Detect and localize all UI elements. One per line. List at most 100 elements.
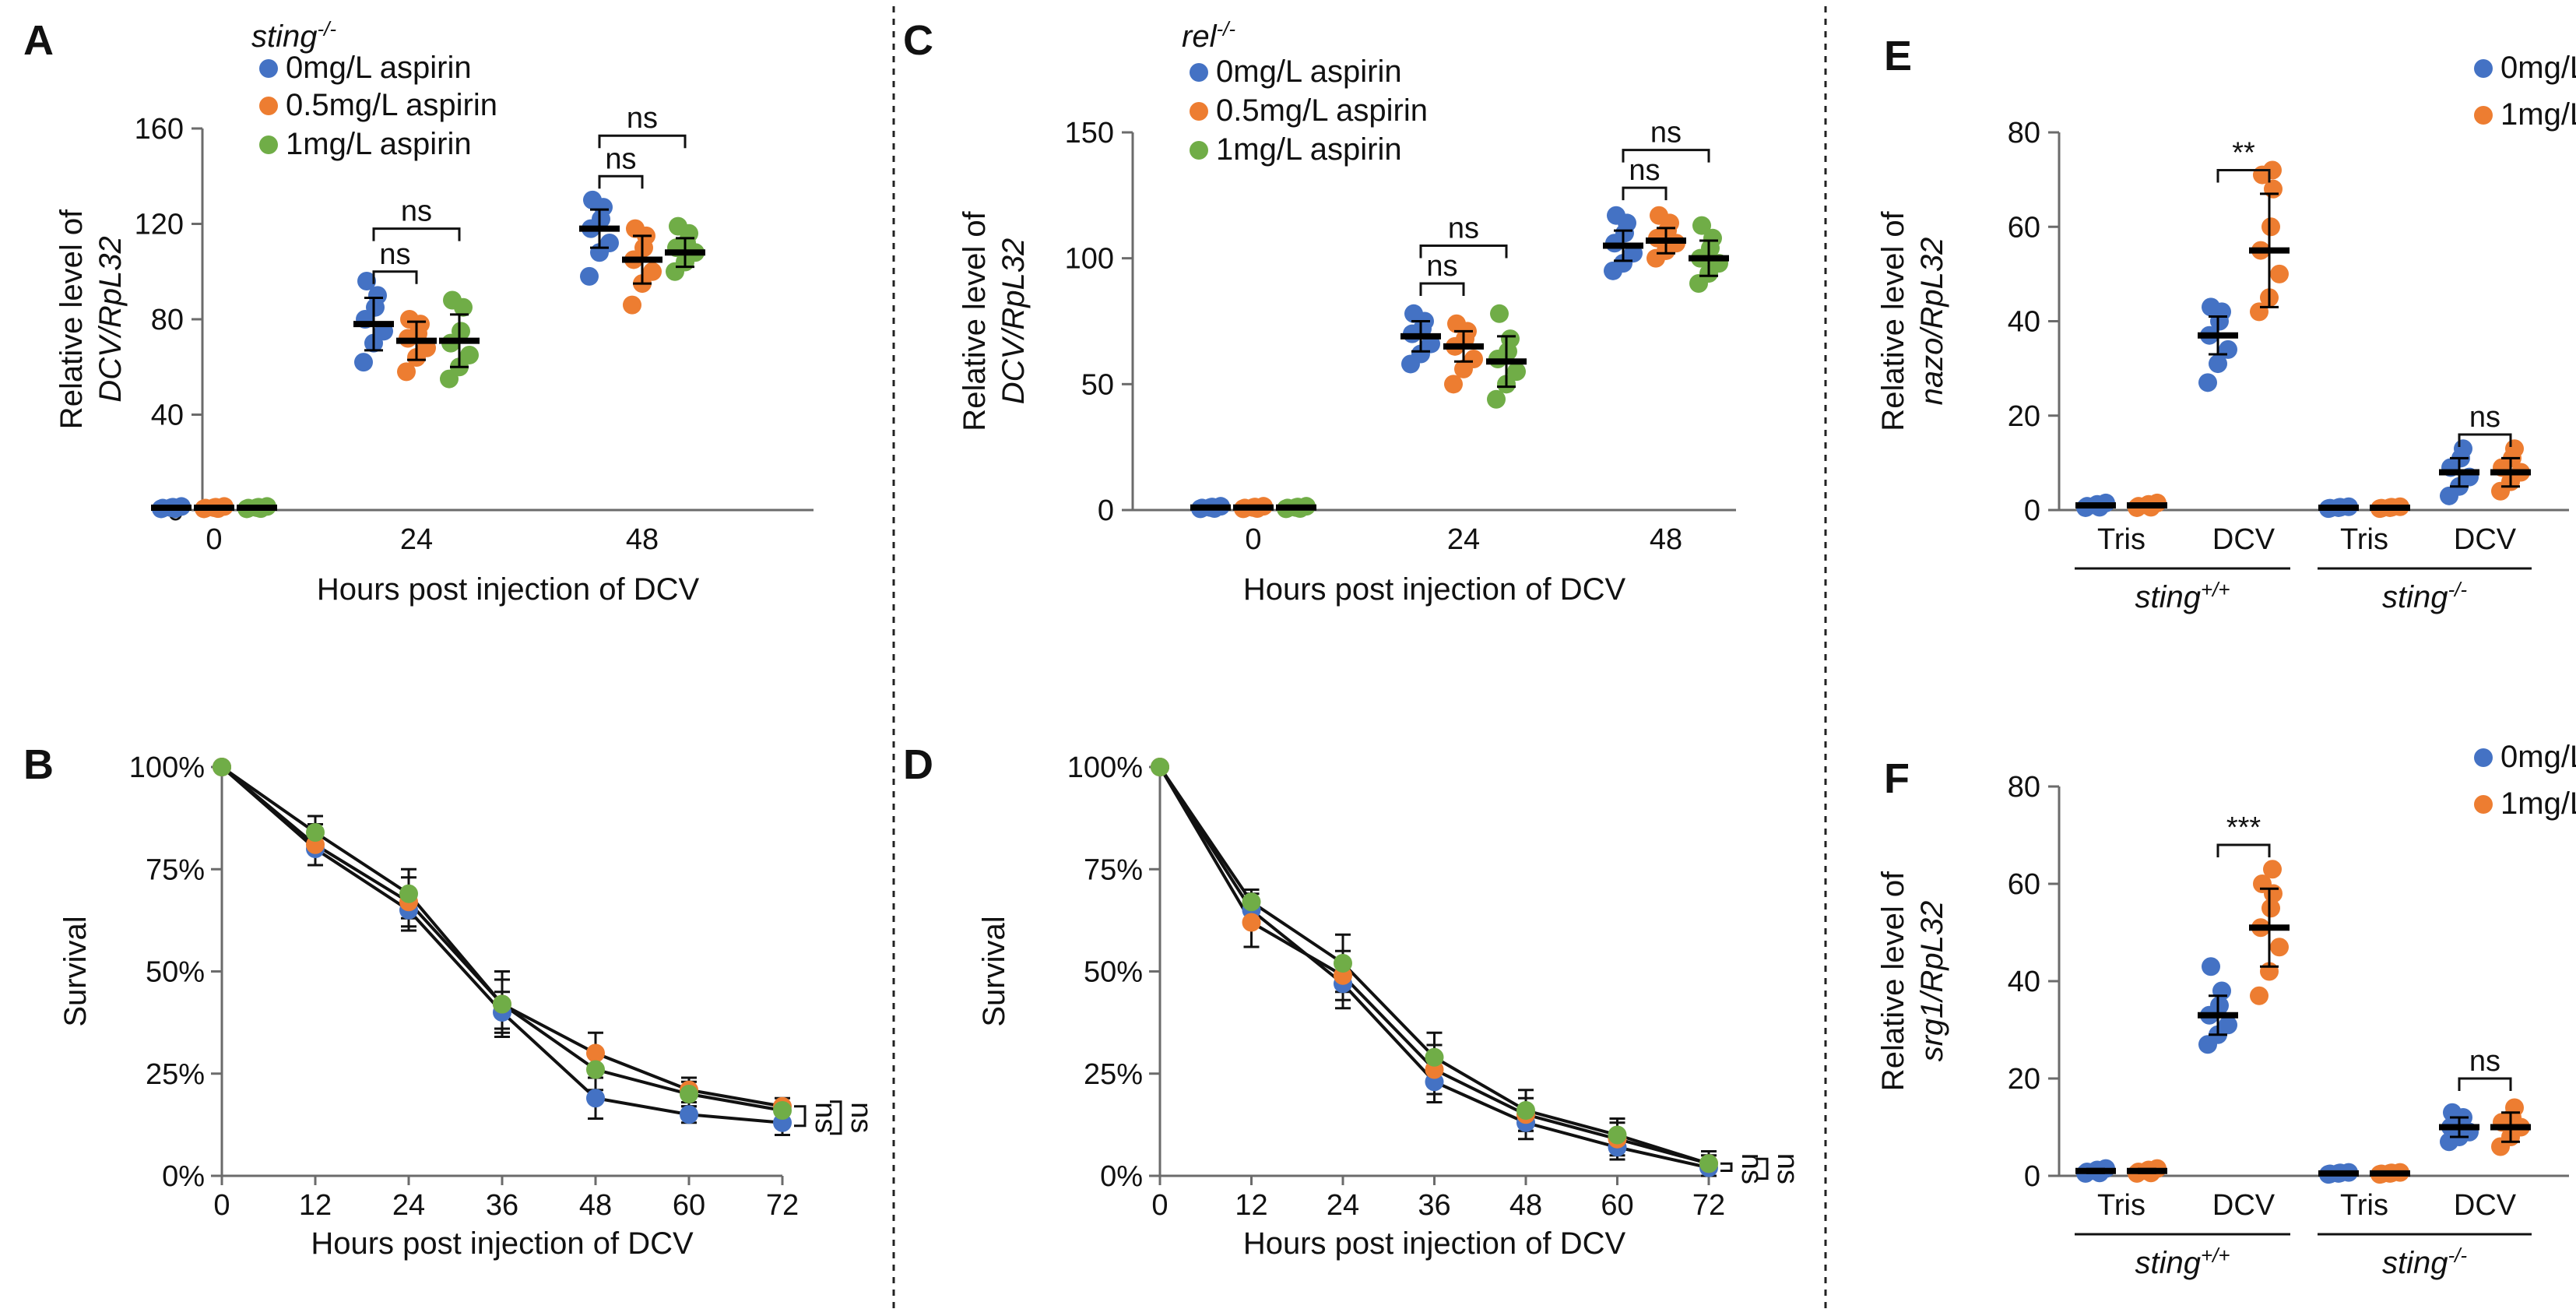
data-point-A-s1-c2-0 (623, 295, 641, 315)
x-tick-label-D-5: 60 (1601, 1189, 1633, 1222)
y-tick-label-F-0: 0 (2024, 1160, 2040, 1193)
end-bracket-inner-D (1720, 1162, 1733, 1172)
significance-bracket-E-0 (2216, 169, 2271, 183)
data-point-D-s2-4 (1516, 1101, 1535, 1120)
legend-marker-F-1 (2474, 795, 2493, 814)
y-tick-label-D-3: 75% (1084, 853, 1143, 886)
group-label-F-1: sting-/- (2382, 1244, 2467, 1280)
y-tick-label-B-4: 100% (129, 751, 205, 784)
data-point-D-s2-2 (1334, 954, 1352, 973)
data-point-A-s2-c1-6 (443, 290, 462, 310)
data-point-F-s0-c1-5 (2212, 981, 2231, 1001)
x-tick-label-B-1: 12 (299, 1189, 332, 1222)
survival-line-B-1 (220, 765, 783, 1108)
y-axis-label2-C: DCV/RpL32 (996, 238, 1031, 404)
x-tick-label-E-1: DCV (2212, 523, 2276, 556)
legend-label-F-1: 1mg/L aspirin (2500, 786, 2576, 821)
data-point-A-s2-c1-2 (460, 345, 479, 364)
legend-label-A-2: 1mg/L aspirin (286, 127, 472, 161)
data-point-A-s0-c1-6 (357, 272, 376, 290)
x-tick-label-A-1: 24 (400, 523, 433, 556)
x-tick-label-D-3: 36 (1418, 1189, 1450, 1222)
group-label-F-1-name: sting (2382, 1246, 2448, 1280)
data-point-A-s2-c1-4 (452, 322, 470, 341)
data-point-E-s0-c1-2 (2219, 340, 2237, 359)
panel-letter-F: F (1884, 755, 1910, 802)
x-tick-label-B-4: 48 (579, 1189, 612, 1222)
significance-label-C-1: ns (1448, 213, 1479, 245)
data-point-C-s2-c1-0 (1487, 389, 1506, 409)
data-point-D-s2-1 (1242, 892, 1261, 912)
significance-label-E-1: ns (2469, 401, 2500, 434)
data-point-C-s1-c2-6 (1650, 206, 1668, 225)
y-axis-label2-E: nazo/RpL32 (1915, 238, 1949, 406)
data-point-B-s2-0 (213, 758, 231, 776)
data-point-F-s0-c1-4 (2210, 996, 2229, 1015)
legend-marker-C-1 (1190, 102, 1208, 121)
data-point-E-s1-c3-5 (2505, 439, 2524, 459)
legend-title-sup-A: -/- (318, 17, 337, 40)
survival-line-D-0 (1158, 765, 1710, 1170)
data-point-F-s1-c3-5 (2505, 1098, 2524, 1117)
legend-label-F-0: 0mg/L aspirin (2500, 740, 2576, 774)
y-tick-label-F-1: 20 (2008, 1063, 2040, 1096)
panel-letter-E: E (1884, 33, 1912, 79)
y-tick-label-C-1: 50 (1081, 368, 1114, 401)
survival-line-D-1 (1158, 765, 1710, 1166)
x-tick-label-F-3: DCV (2454, 1189, 2517, 1222)
end-bracket-outer-B (830, 1100, 842, 1135)
panel-letter-A: A (23, 17, 54, 64)
y-axis-label-C: Relative level of (958, 210, 992, 431)
x-tick-label-B-2: 24 (392, 1189, 425, 1222)
legend-marker-A-2 (259, 135, 278, 154)
survival-line-B-2 (220, 765, 783, 1112)
significance-bracket-A-2 (598, 174, 644, 189)
legend-marker-E-1 (2474, 106, 2493, 125)
y-tick-label-C-0: 0 (1098, 494, 1114, 527)
y-tick-label-E-0: 0 (2024, 494, 2040, 527)
significance-label-E-0: ** (2232, 137, 2255, 170)
y-tick-label-B-2: 50% (146, 956, 205, 989)
x-axis-label-D: Hours post injection of DCV (1243, 1226, 1626, 1261)
y-tick-label-E-3: 60 (2008, 211, 2040, 244)
group-label-E-0-sup: +/+ (2201, 578, 2230, 601)
y-tick-label-D-0: 0% (1100, 1160, 1143, 1193)
y-tick-label-A-1: 40 (151, 399, 184, 432)
y-tick-label-E-2: 40 (2008, 306, 2040, 339)
significance-label-A-0: ns (379, 238, 410, 271)
data-point-C-s2-c1-2 (1507, 362, 1526, 382)
y-axis-label-A: Relative level of (54, 209, 89, 429)
legend-label-A-0: 0mg/L aspirin (286, 51, 472, 85)
data-point-C-s1-c1-6 (1447, 314, 1466, 333)
data-point-F-s0-c1-2 (2219, 1015, 2237, 1035)
data-point-B-s2-1 (306, 823, 325, 842)
data-point-C-s2-c2-6 (1692, 216, 1711, 235)
y-axis-label-B: Survival (58, 916, 93, 1026)
data-point-F-s1-c1-7 (2263, 860, 2282, 879)
data-point-A-s1-c2-2 (643, 262, 662, 281)
data-point-C-s2-c1-6 (1490, 304, 1509, 323)
panel-letter-C: C (903, 17, 933, 64)
y-tick-label-D-1: 25% (1084, 1058, 1143, 1091)
significance-bracket-C-1 (1419, 245, 1508, 259)
x-tick-label-C-1: 24 (1447, 523, 1480, 556)
group-label-F-0: sting+/+ (2135, 1244, 2230, 1280)
y-tick-label-D-2: 50% (1084, 956, 1143, 989)
x-tick-label-B-3: 36 (486, 1189, 518, 1222)
significance-bracket-A-1 (372, 227, 461, 241)
x-tick-label-E-0: Tris (2097, 523, 2145, 556)
data-point-A-s0-c1-0 (354, 353, 373, 372)
end-ns-label-outer-D: ns (1771, 1153, 1804, 1184)
legend-label-E-1: 1mg/L aspirin (2500, 97, 2576, 132)
data-point-A-s1-c1-6 (400, 310, 419, 329)
data-point-E-s0-c1-6 (2202, 297, 2220, 317)
end-ns-label-outer-B: ns (845, 1102, 877, 1133)
x-axis-label-A: Hours post injection of DCV (317, 572, 700, 607)
y-axis-label-E: Relative level of (1876, 210, 1910, 431)
x-axis-label-B: Hours post injection of DCV (311, 1226, 694, 1261)
data-point-B-s2-5 (680, 1085, 698, 1103)
x-tick-label-D-6: 72 (1692, 1189, 1725, 1222)
significance-label-C-2: ns (1629, 154, 1660, 187)
data-point-B-s0-5 (680, 1105, 698, 1124)
